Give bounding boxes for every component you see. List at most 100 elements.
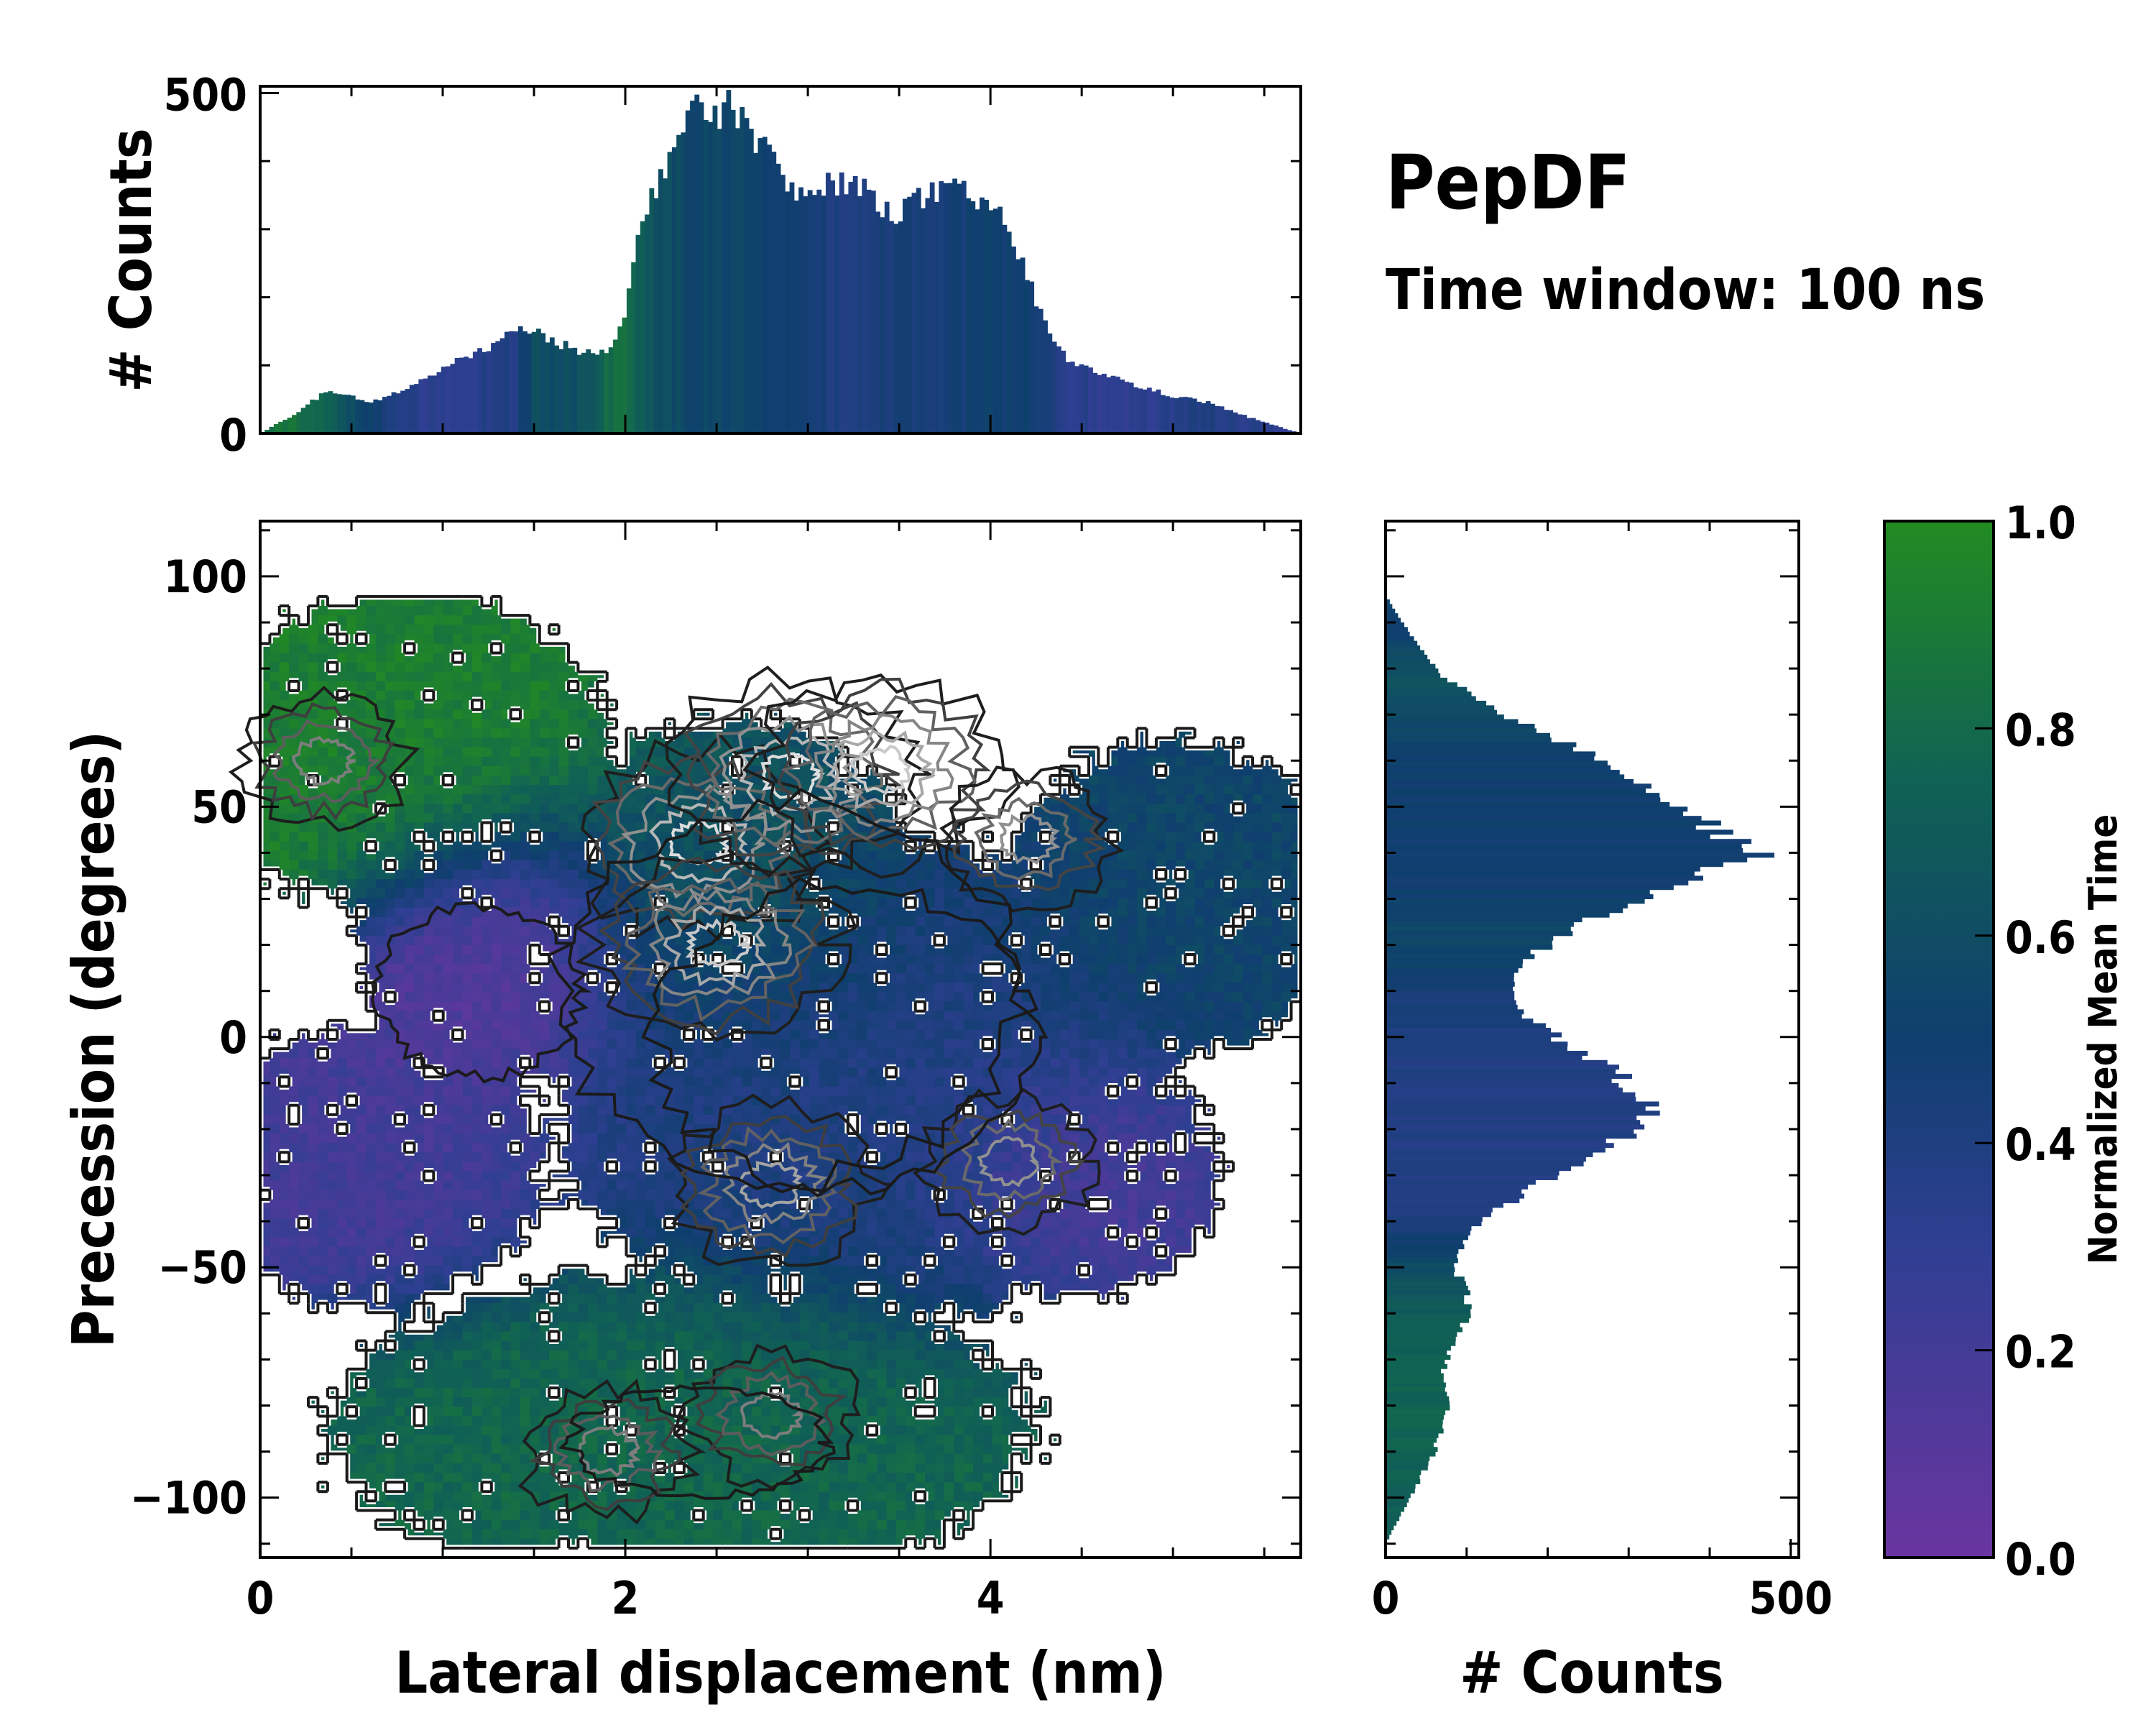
heatmap-cell [453, 1190, 464, 1200]
heatmap-cell [1252, 916, 1263, 927]
heatmap-cell [1050, 1011, 1061, 1021]
heatmap-cell [1271, 898, 1282, 908]
heatmap-cell [1175, 964, 1186, 974]
heatmap-cell [963, 1001, 974, 1012]
heatmap-cell [375, 944, 386, 955]
heatmap-cell [635, 1077, 646, 1087]
heatmap-cell [491, 681, 502, 691]
heatmap-cell [471, 1049, 482, 1059]
heatmap-cell [925, 1058, 936, 1068]
heatmap-cell [270, 1180, 280, 1191]
heatmap-cell [462, 765, 473, 776]
heatmap-cell [587, 765, 598, 776]
heatmap-cell [886, 1020, 897, 1031]
heatmap-cell [568, 804, 579, 814]
heatmap-cell [732, 1077, 742, 1087]
heatmap-cell [1166, 944, 1176, 955]
heatmap-cell [1059, 1049, 1070, 1059]
heatmap-cell [530, 719, 540, 729]
heatmap-cell [1156, 1001, 1166, 1012]
heatmap-cell [886, 1143, 897, 1153]
heatmap-cell [510, 794, 521, 804]
heatmap-cell [1185, 794, 1196, 804]
heatmap-cell [829, 870, 839, 880]
heatmap-cell [635, 1049, 646, 1059]
heatmap-cell [510, 1029, 521, 1040]
heatmap-cell [906, 1039, 916, 1049]
heatmap-cell [867, 1086, 877, 1097]
heatmap-cell [366, 775, 377, 786]
heatmap-cell [1059, 1162, 1070, 1172]
heatmap-cell [1146, 841, 1157, 852]
heatmap-cell [539, 728, 550, 739]
heatmap-cell [453, 634, 464, 645]
heatmap-cell [1059, 879, 1070, 889]
heatmap-cell [308, 1123, 319, 1134]
heatmap-cell [1252, 898, 1263, 908]
heatmap-cell [501, 785, 512, 795]
heatmap-cell [1175, 785, 1186, 795]
heatmap-cell [1069, 1077, 1080, 1087]
heatmap-cell [597, 1152, 608, 1163]
heatmap-cell [298, 756, 309, 767]
heatmap-cell [520, 653, 531, 663]
heatmap-cell [1069, 935, 1080, 946]
heatmap-cell [501, 719, 512, 729]
heatmap-cell [1214, 860, 1225, 870]
heatmap-cell [963, 992, 974, 1003]
heatmap-cell [906, 1114, 916, 1125]
heatmap-cell [366, 690, 377, 701]
heatmap-cell [443, 1095, 453, 1106]
heatmap-cell [501, 1152, 512, 1163]
heatmap-cell [482, 916, 492, 927]
heatmap-cell [414, 728, 425, 739]
heatmap-cell [1107, 879, 1118, 889]
heatmap-cell [1271, 926, 1282, 937]
heatmap-cell [510, 813, 521, 824]
heatmap-cell [366, 926, 377, 937]
heatmap-cell [289, 870, 300, 880]
heatmap-cell [1156, 804, 1166, 814]
heatmap-cell [934, 1049, 945, 1059]
heatmap-cell [375, 935, 386, 946]
heatmap-cell [655, 1152, 665, 1163]
heatmap-cell [1137, 1001, 1148, 1012]
heatmap-cell [1223, 860, 1234, 870]
heatmap-cell [414, 653, 425, 663]
heatmap-cell [375, 719, 386, 729]
heatmap-cell [405, 662, 415, 673]
heatmap-cell [1166, 983, 1176, 993]
heatmap-cell [742, 1049, 752, 1059]
heatmap-cell [510, 728, 521, 739]
heatmap-cell [915, 1114, 926, 1125]
heatmap-cell [847, 1020, 858, 1031]
heatmap-cell [587, 775, 598, 786]
heatmap-cell [482, 1180, 492, 1191]
heatmap-cell [1223, 813, 1234, 824]
heatmap-cell [510, 1049, 521, 1059]
heatmap-cell [549, 747, 560, 758]
heatmap-cell [973, 973, 984, 983]
heatmap-cell [1089, 785, 1100, 795]
heatmap-cell [453, 1143, 464, 1153]
heatmap-cell [453, 935, 464, 946]
heatmap-cell [453, 1049, 464, 1059]
heatmap-cell [742, 794, 752, 804]
heatmap-cell [356, 1067, 367, 1078]
heatmap-cell [1166, 785, 1176, 795]
heatmap-cell [1118, 756, 1128, 767]
heatmap-cell [665, 1077, 676, 1087]
heatmap-cell [1146, 1058, 1157, 1068]
heatmap-cell [289, 1162, 300, 1172]
heatmap-cell [395, 681, 405, 691]
heatmap-cell [895, 1049, 906, 1059]
heatmap-cell [356, 681, 367, 691]
heatmap-cell [289, 634, 300, 645]
heatmap-cell [298, 690, 309, 701]
heatmap-cell [568, 907, 579, 918]
heatmap-cell [1204, 916, 1215, 927]
heatmap-cell [462, 1143, 473, 1153]
heatmap-cell [1156, 907, 1166, 918]
heatmap-cell [462, 954, 473, 965]
heatmap-cell [607, 1123, 617, 1134]
